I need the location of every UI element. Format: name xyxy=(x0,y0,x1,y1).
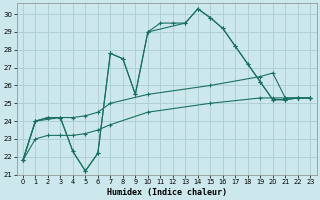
X-axis label: Humidex (Indice chaleur): Humidex (Indice chaleur) xyxy=(107,188,227,197)
